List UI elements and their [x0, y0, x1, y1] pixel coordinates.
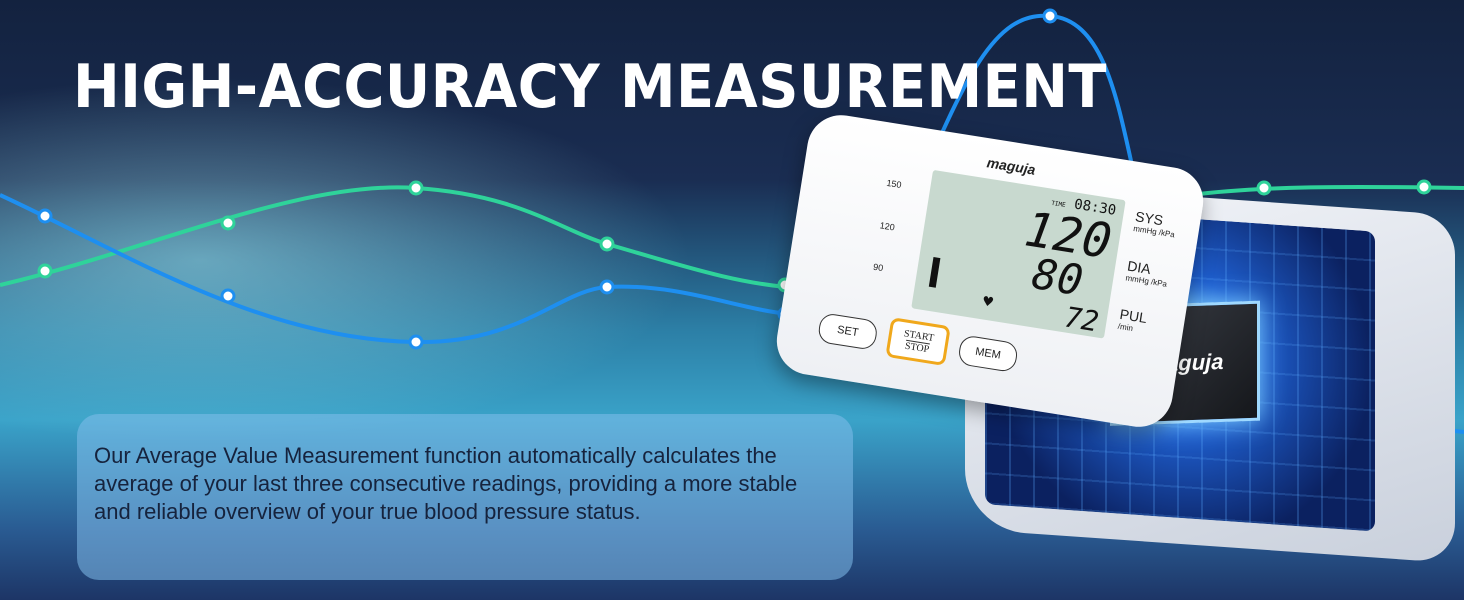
wave-point: [408, 334, 424, 350]
wave-point: [220, 215, 236, 231]
dia-label: DIA mmHg /kPa: [1124, 257, 1168, 289]
scale-label: 90: [872, 261, 884, 274]
brand-logo: maguja: [985, 154, 1037, 178]
wave-point: [599, 279, 615, 295]
description-text: Our Average Value Measurement function a…: [94, 443, 798, 524]
wave-point: [1256, 180, 1272, 196]
scale-label: 120: [879, 220, 896, 233]
pulse-value: 72: [1062, 300, 1101, 339]
wave-point: [220, 288, 236, 304]
wave-point: [37, 208, 53, 224]
wave-point: [599, 236, 615, 252]
sys-label: SYS mmHg /kPa: [1132, 208, 1176, 240]
scale-label: 150: [885, 177, 903, 191]
start-stop-button[interactable]: START STOP: [885, 317, 951, 367]
wave-point: [408, 180, 424, 196]
headline: HIGH-ACCURACY MEASUREMENT: [73, 52, 1107, 122]
wave-point: [37, 263, 53, 279]
lcd-display: TIME 08:30 120 80 ♥ 72: [911, 169, 1126, 339]
set-button[interactable]: SET: [816, 312, 879, 351]
wave-point: [1042, 8, 1058, 24]
pul-label: PUL/min: [1117, 305, 1149, 334]
mem-button[interactable]: MEM: [957, 334, 1020, 374]
description-box: Our Average Value Measurement function a…: [77, 414, 853, 580]
diastolic-value: 80: [1028, 248, 1087, 306]
wave-point: [1416, 179, 1432, 195]
heart-icon: ♥: [981, 291, 995, 312]
level-bar: [928, 256, 941, 288]
